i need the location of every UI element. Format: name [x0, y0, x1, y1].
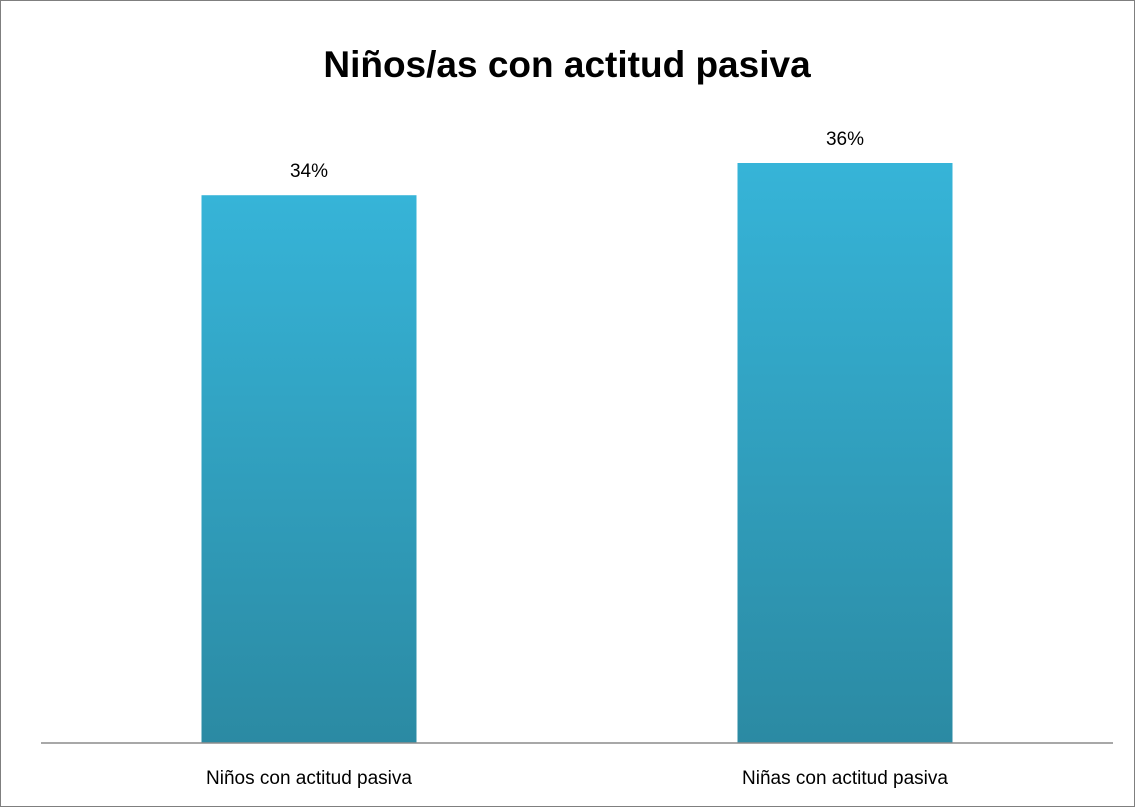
x-tick-label-0: Niños con actitud pasiva: [206, 768, 412, 789]
bars-layer: [201, 163, 953, 743]
x-tick-label-1: Niñas con actitud pasiva: [742, 768, 948, 789]
chart-title: Niños/as con actitud pasiva: [323, 44, 811, 85]
data-label-0: 34%: [290, 161, 328, 182]
bar-0: [201, 195, 417, 743]
bar-1: [737, 163, 953, 743]
x-tick-labels-layer: Niños con actitud pasiva Niñas con actitu…: [206, 768, 948, 789]
data-labels-layer: 34% 36%: [290, 129, 864, 182]
data-label-1: 36%: [826, 129, 864, 150]
